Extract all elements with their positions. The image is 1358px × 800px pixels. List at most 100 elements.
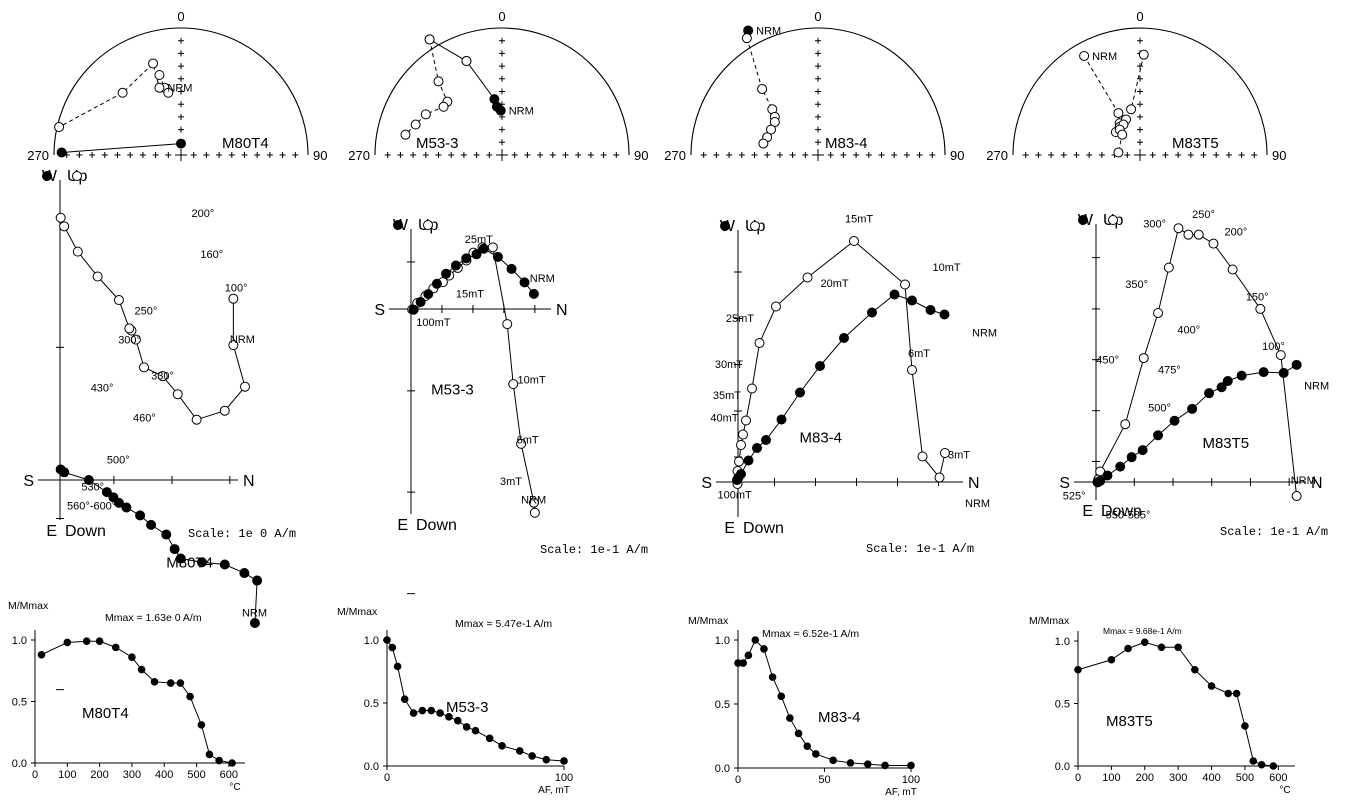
zijderveld-step-label: NRM bbox=[230, 334, 255, 346]
zijderveld-vertical-point bbox=[1173, 223, 1184, 234]
zijderveld-axis-n: N bbox=[243, 473, 255, 490]
decay-point bbox=[777, 692, 786, 701]
zijderveld-horizontal-point bbox=[1222, 376, 1233, 387]
zijderveld-horizontal-point bbox=[867, 307, 877, 318]
decay-point bbox=[744, 651, 753, 660]
zijderveld-vertical-point bbox=[1163, 262, 1174, 273]
zijderveld-vertical-point bbox=[516, 438, 527, 449]
stereonet-tick bbox=[815, 75, 821, 82]
zijderveld-step-label: NRM bbox=[521, 495, 546, 507]
decay-point bbox=[37, 650, 46, 659]
decay-plot-2: 0.0 0.5 1.0 0 50 100 M/Mmax Mmax = 6.52e-1 A/m A… bbox=[688, 615, 920, 798]
decay-point bbox=[751, 636, 760, 644]
zijderveld-legend-filled bbox=[393, 220, 403, 230]
decay-point bbox=[907, 761, 915, 770]
decay-point bbox=[82, 637, 91, 646]
decay-mmax-text: Mmax = 6.52e-1 A/m bbox=[762, 628, 859, 640]
zijderveld-horizontal-point bbox=[743, 455, 754, 466]
stereonet-tick bbox=[1251, 152, 1258, 158]
zijderveld-horizontal-point bbox=[175, 553, 186, 564]
zijderveld-vertical-point bbox=[734, 456, 744, 467]
zijderveld-axis-s: S bbox=[23, 473, 34, 490]
decay-xtick-label: 500 bbox=[187, 769, 205, 781]
decay-point bbox=[176, 679, 185, 687]
stereonet-label-0: 0 bbox=[498, 9, 505, 24]
stereonet-tick bbox=[764, 152, 771, 158]
zijderveld-step-label: 100mT bbox=[718, 490, 753, 502]
stereonet-tick bbox=[1098, 152, 1105, 158]
stereonet-sample-label: M53-3 bbox=[416, 135, 459, 152]
zijderveld-axis-n: N bbox=[968, 475, 980, 492]
zijderveld-horizontal-point bbox=[795, 387, 805, 398]
zijderveld-step-label: 150° bbox=[1246, 292, 1269, 304]
decay-xlabel: AF, mT bbox=[885, 787, 917, 798]
zijderveld-horizontal-point bbox=[1102, 470, 1113, 481]
zijderveld-vertical-point bbox=[917, 451, 928, 462]
zijderveld-vertical-point bbox=[92, 271, 103, 282]
decay-point bbox=[454, 716, 462, 725]
decay-sample-label: M83T5 bbox=[1106, 713, 1153, 730]
zijderveld-step-label: NRM bbox=[972, 328, 997, 340]
zijderveld-horizontal-point bbox=[169, 544, 180, 555]
stereonet-label-90: 90 bbox=[950, 148, 964, 163]
zijderveld-horizontal-point bbox=[1236, 370, 1247, 381]
stereonet-path bbox=[405, 39, 448, 136]
decay-line bbox=[738, 639, 911, 766]
zijderveld-horizontal-point bbox=[925, 305, 936, 315]
zijderveld-vertical-point bbox=[754, 338, 765, 348]
zijderveld-step-label: 400° bbox=[1177, 325, 1200, 337]
decay-point bbox=[388, 643, 397, 652]
zijderveld-axis-down: Down bbox=[65, 523, 106, 540]
stereonet-sample-label: M80T4 bbox=[222, 135, 269, 152]
zijderveld-step-label: 300° bbox=[1143, 219, 1166, 231]
zijderveld-vertical-point bbox=[228, 293, 239, 304]
stereonet-tick bbox=[178, 50, 184, 57]
zijderveld-vertical-point bbox=[747, 383, 757, 394]
stereonet-tick bbox=[499, 88, 505, 95]
stereonet-tick bbox=[1137, 139, 1143, 146]
zijderveld-horizontal-point bbox=[1137, 445, 1148, 456]
zijderveld-legend-filled bbox=[42, 171, 52, 181]
stereonet-tick bbox=[1137, 37, 1143, 44]
zijderveld-step-label: 100mT bbox=[416, 317, 451, 329]
decay-point bbox=[111, 643, 120, 652]
zijderveld-scale-text: Scale: 1e-1 A/m bbox=[540, 543, 648, 557]
zijderveld-3: SNWUpEDown250°300°200°350°150°400°100°45… bbox=[1059, 209, 1329, 539]
zijderveld-2: SNWUpEDown15mT10mT20mT25mTNRM6mT30mT35mT… bbox=[701, 214, 997, 557]
stereonet-path bbox=[58, 62, 169, 128]
decay-point bbox=[1174, 643, 1182, 652]
zijderveld-axis-e: E bbox=[397, 517, 408, 534]
zijderveld-horizontal-point bbox=[121, 502, 132, 513]
stereonet-point bbox=[420, 109, 431, 120]
decay-point bbox=[485, 734, 494, 743]
decay-line bbox=[41, 640, 233, 764]
decay-point bbox=[1157, 643, 1166, 652]
zijderveld-axis-e: E bbox=[724, 520, 735, 537]
zijderveld-horizontal-point bbox=[732, 475, 742, 485]
zijderveld-1: SNWUpEDown25mTNRM15mT100mT10mT6mT3mTNRMM… bbox=[374, 217, 648, 595]
stereonet-3: 0 270 90 M83T5 NRM bbox=[986, 9, 1286, 163]
zijderveld-step-label: 160° bbox=[200, 249, 223, 261]
decay-point bbox=[1207, 682, 1216, 690]
zijderveld-step-label: 15mT bbox=[845, 214, 873, 226]
zijderveld-step-label: 475° bbox=[1158, 364, 1181, 376]
zijderveld-step-label: NRM bbox=[1304, 381, 1329, 393]
stereonet-label-270: 270 bbox=[986, 148, 1008, 163]
zijderveld-step-label: 100° bbox=[225, 283, 248, 295]
zijderveld-horizontal-point bbox=[889, 289, 900, 300]
stereonet-label-90: 90 bbox=[313, 148, 327, 163]
zijderveld-step-label: 35mT bbox=[713, 390, 741, 402]
stereonet-tick bbox=[853, 152, 860, 158]
stereonet-tick bbox=[460, 152, 467, 158]
decay-point bbox=[471, 726, 480, 735]
stereonet-center bbox=[812, 149, 824, 161]
stereonet-tick bbox=[448, 152, 455, 158]
zijderveld-horizontal-point bbox=[219, 559, 230, 570]
zijderveld-vertical-point bbox=[1183, 229, 1194, 240]
decay-xtick-label: 100 bbox=[555, 772, 573, 784]
decay-ytick-label: 1.0 bbox=[12, 635, 27, 647]
zijderveld-horizontal-point bbox=[252, 575, 263, 586]
stereonet-point bbox=[438, 101, 449, 112]
zijderveld-step-label: 20mT bbox=[821, 278, 849, 290]
stereonet-nrm-label: NRM bbox=[1092, 51, 1117, 63]
